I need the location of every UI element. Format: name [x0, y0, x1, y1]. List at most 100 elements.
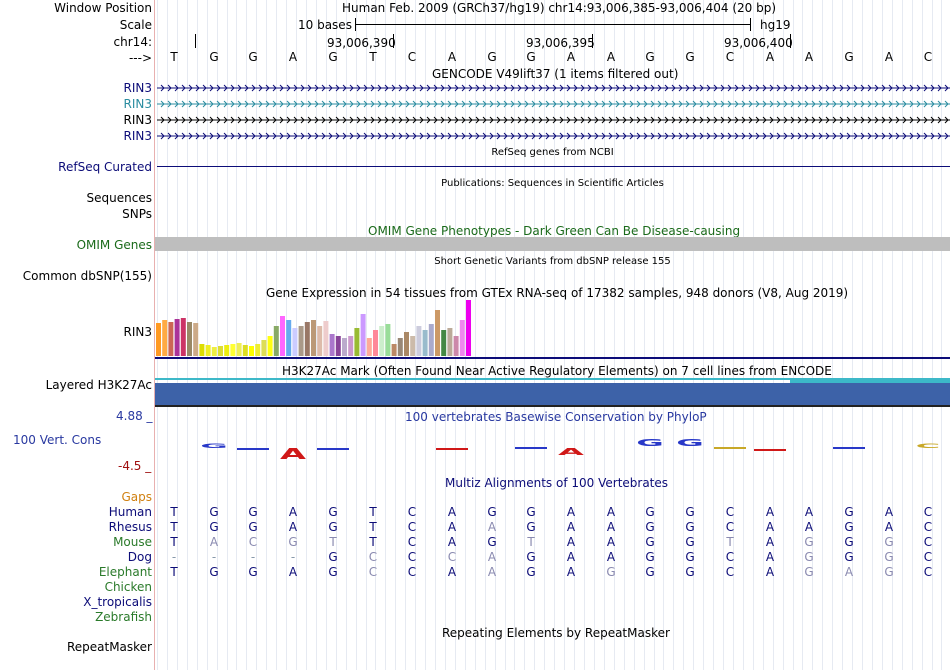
gtex-tissue-bar[interactable]: [236, 343, 242, 356]
alignment-base: A: [487, 550, 497, 564]
gtex-tissue-bar[interactable]: [435, 310, 440, 356]
gtex-tissue-bar[interactable]: [354, 328, 360, 356]
publications-label[interactable]: Sequences: [86, 191, 152, 205]
gtex-tissue-bar[interactable]: [187, 322, 192, 356]
species-label[interactable]: X_tropicalis: [83, 595, 152, 609]
gtex-expression-chart[interactable]: [155, 300, 950, 360]
species-label[interactable]: Human: [108, 505, 152, 519]
species-label[interactable]: Mouse: [113, 535, 152, 549]
omim-title[interactable]: OMIM Gene Phenotypes - Dark Green Can Be…: [368, 224, 741, 238]
gtex-tissue-bar[interactable]: [385, 324, 391, 356]
alignment-base: A: [487, 520, 497, 534]
species-label[interactable]: Rhesus: [108, 520, 152, 534]
gtex-tissue-bar[interactable]: [329, 334, 335, 356]
gtex-tissue-bar[interactable]: [348, 336, 354, 356]
gtex-tissue-bar[interactable]: [211, 347, 217, 356]
gtex-tissue-bar[interactable]: [304, 322, 310, 356]
gtex-tissue-bar[interactable]: [230, 344, 236, 356]
gtex-tissue-bar[interactable]: [242, 345, 248, 356]
species-label[interactable]: Chicken: [104, 580, 152, 594]
gtex-tissue-bar[interactable]: [156, 323, 161, 356]
phylop-logo[interactable]: G A AG G C: [155, 435, 950, 463]
gtex-tissue-bar[interactable]: [311, 320, 316, 356]
gtex-tissue-bar[interactable]: [162, 320, 168, 356]
repeatmasker-title[interactable]: Repeating Elements by RepeatMasker: [442, 626, 670, 640]
gtex-tissue-bar[interactable]: [193, 323, 199, 356]
repeatmasker-label[interactable]: RepeatMasker: [66, 640, 152, 654]
species-label[interactable]: Dog: [127, 550, 152, 564]
gtex-tissue-bar[interactable]: [180, 318, 186, 356]
gtex-tissue-bar[interactable]: [298, 326, 304, 356]
gencode-row-label[interactable]: RIN3: [123, 81, 153, 95]
gtex-tissue-bar[interactable]: [428, 324, 434, 356]
phylop-title[interactable]: 100 vertebrates Basewise Conservation by…: [405, 410, 707, 424]
gtex-tissue-bar[interactable]: [261, 340, 267, 356]
gtex-tissue-bar[interactable]: [459, 320, 465, 356]
alignment-base: -: [211, 550, 217, 564]
dbsnp-title[interactable]: Short Genetic Variants from dbSNP releas…: [434, 256, 671, 267]
gtex-tissue-bar[interactable]: [379, 326, 385, 356]
gtex-tissue-bar[interactable]: [267, 336, 273, 356]
omim-label[interactable]: OMIM Genes: [76, 238, 152, 252]
gtex-tissue-bar[interactable]: [373, 330, 378, 356]
alignment-base: A: [566, 550, 576, 564]
gtex-tissue-bar[interactable]: [466, 300, 471, 356]
species-label[interactable]: Zebrafish: [95, 610, 152, 624]
gencode-transcripts[interactable]: [155, 80, 950, 144]
gtex-tissue-bar[interactable]: [255, 344, 261, 356]
dbsnp-label[interactable]: Common dbSNP(155): [22, 269, 152, 283]
h3k27ac-title[interactable]: H3K27Ac Mark (Often Found Near Active Re…: [282, 364, 832, 378]
gtex-tissue-bar[interactable]: [205, 345, 211, 356]
gtex-tissue-bar[interactable]: [335, 336, 341, 356]
gencode-row-label[interactable]: RIN3: [123, 129, 153, 143]
gtex-tissue-bar[interactable]: [422, 330, 428, 356]
gtex-tissue-bar[interactable]: [249, 346, 254, 356]
multiz-gaps-label[interactable]: Gaps: [121, 490, 152, 504]
gtex-tissue-bar[interactable]: [168, 322, 174, 356]
grid-line: [882, 0, 883, 670]
gencode-row-label[interactable]: RIN3: [123, 113, 153, 127]
gtex-tissue-bar[interactable]: [410, 336, 416, 356]
omim-gene-block[interactable]: [155, 237, 950, 251]
refseq-title[interactable]: RefSeq genes from NCBI: [491, 147, 614, 158]
gtex-tissue-bar[interactable]: [447, 328, 453, 356]
gtex-tissue-bar[interactable]: [397, 338, 403, 356]
publications-title[interactable]: Publications: Sequences in Scientific Ar…: [441, 178, 664, 189]
multiz-title[interactable]: Multiz Alignments of 100 Vertebrates: [445, 476, 669, 490]
gtex-tissue-bar[interactable]: [404, 332, 409, 356]
phylop-label[interactable]: 100 Vert. Cons: [13, 433, 102, 447]
refseq-gene-line[interactable]: [157, 166, 950, 167]
gtex-tissue-bar[interactable]: [366, 338, 372, 356]
scale-bar: [355, 24, 750, 25]
gtex-tissue-bar[interactable]: [224, 345, 230, 356]
gtex-tissue-bar[interactable]: [323, 321, 329, 356]
h3k27ac-layer-cyan[interactable]: [155, 378, 950, 380]
gtex-tissue-bar[interactable]: [174, 319, 180, 356]
h3k27ac-label[interactable]: Layered H3K27Ac: [45, 378, 152, 392]
gtex-tissue-bar[interactable]: [286, 320, 292, 356]
snps-label[interactable]: SNPs: [122, 207, 152, 221]
gtex-title[interactable]: Gene Expression in 54 tissues from GTEx …: [266, 286, 849, 300]
alignment-base: G: [804, 535, 814, 549]
gtex-tissue-bar[interactable]: [453, 336, 459, 356]
gtex-label[interactable]: RIN3: [123, 325, 153, 339]
alignment-base: -: [290, 550, 296, 564]
gtex-tissue-bar[interactable]: [391, 344, 397, 356]
gtex-tissue-bar[interactable]: [317, 326, 323, 356]
h3k27ac-signal[interactable]: [155, 383, 950, 405]
reference-base: A: [288, 50, 298, 64]
gtex-tissue-bar[interactable]: [416, 326, 422, 356]
gtex-tissue-bar[interactable]: [342, 338, 347, 356]
gtex-tissue-bar[interactable]: [218, 346, 223, 356]
gencode-row-label[interactable]: RIN3: [123, 97, 153, 111]
gtex-tissue-bar[interactable]: [360, 314, 366, 356]
h3k27ac-layer-cyan-tail[interactable]: [790, 378, 950, 383]
gtex-tissue-bar[interactable]: [441, 330, 447, 356]
refseq-label[interactable]: RefSeq Curated: [58, 160, 152, 174]
gtex-tissue-bar[interactable]: [199, 344, 205, 356]
gencode-title[interactable]: GENCODE V49lift37 (1 items filtered out): [432, 67, 679, 81]
gtex-tissue-bar[interactable]: [280, 316, 285, 356]
species-label[interactable]: Elephant: [98, 565, 152, 579]
gtex-tissue-bar[interactable]: [292, 328, 298, 356]
gtex-tissue-bar[interactable]: [273, 326, 279, 356]
